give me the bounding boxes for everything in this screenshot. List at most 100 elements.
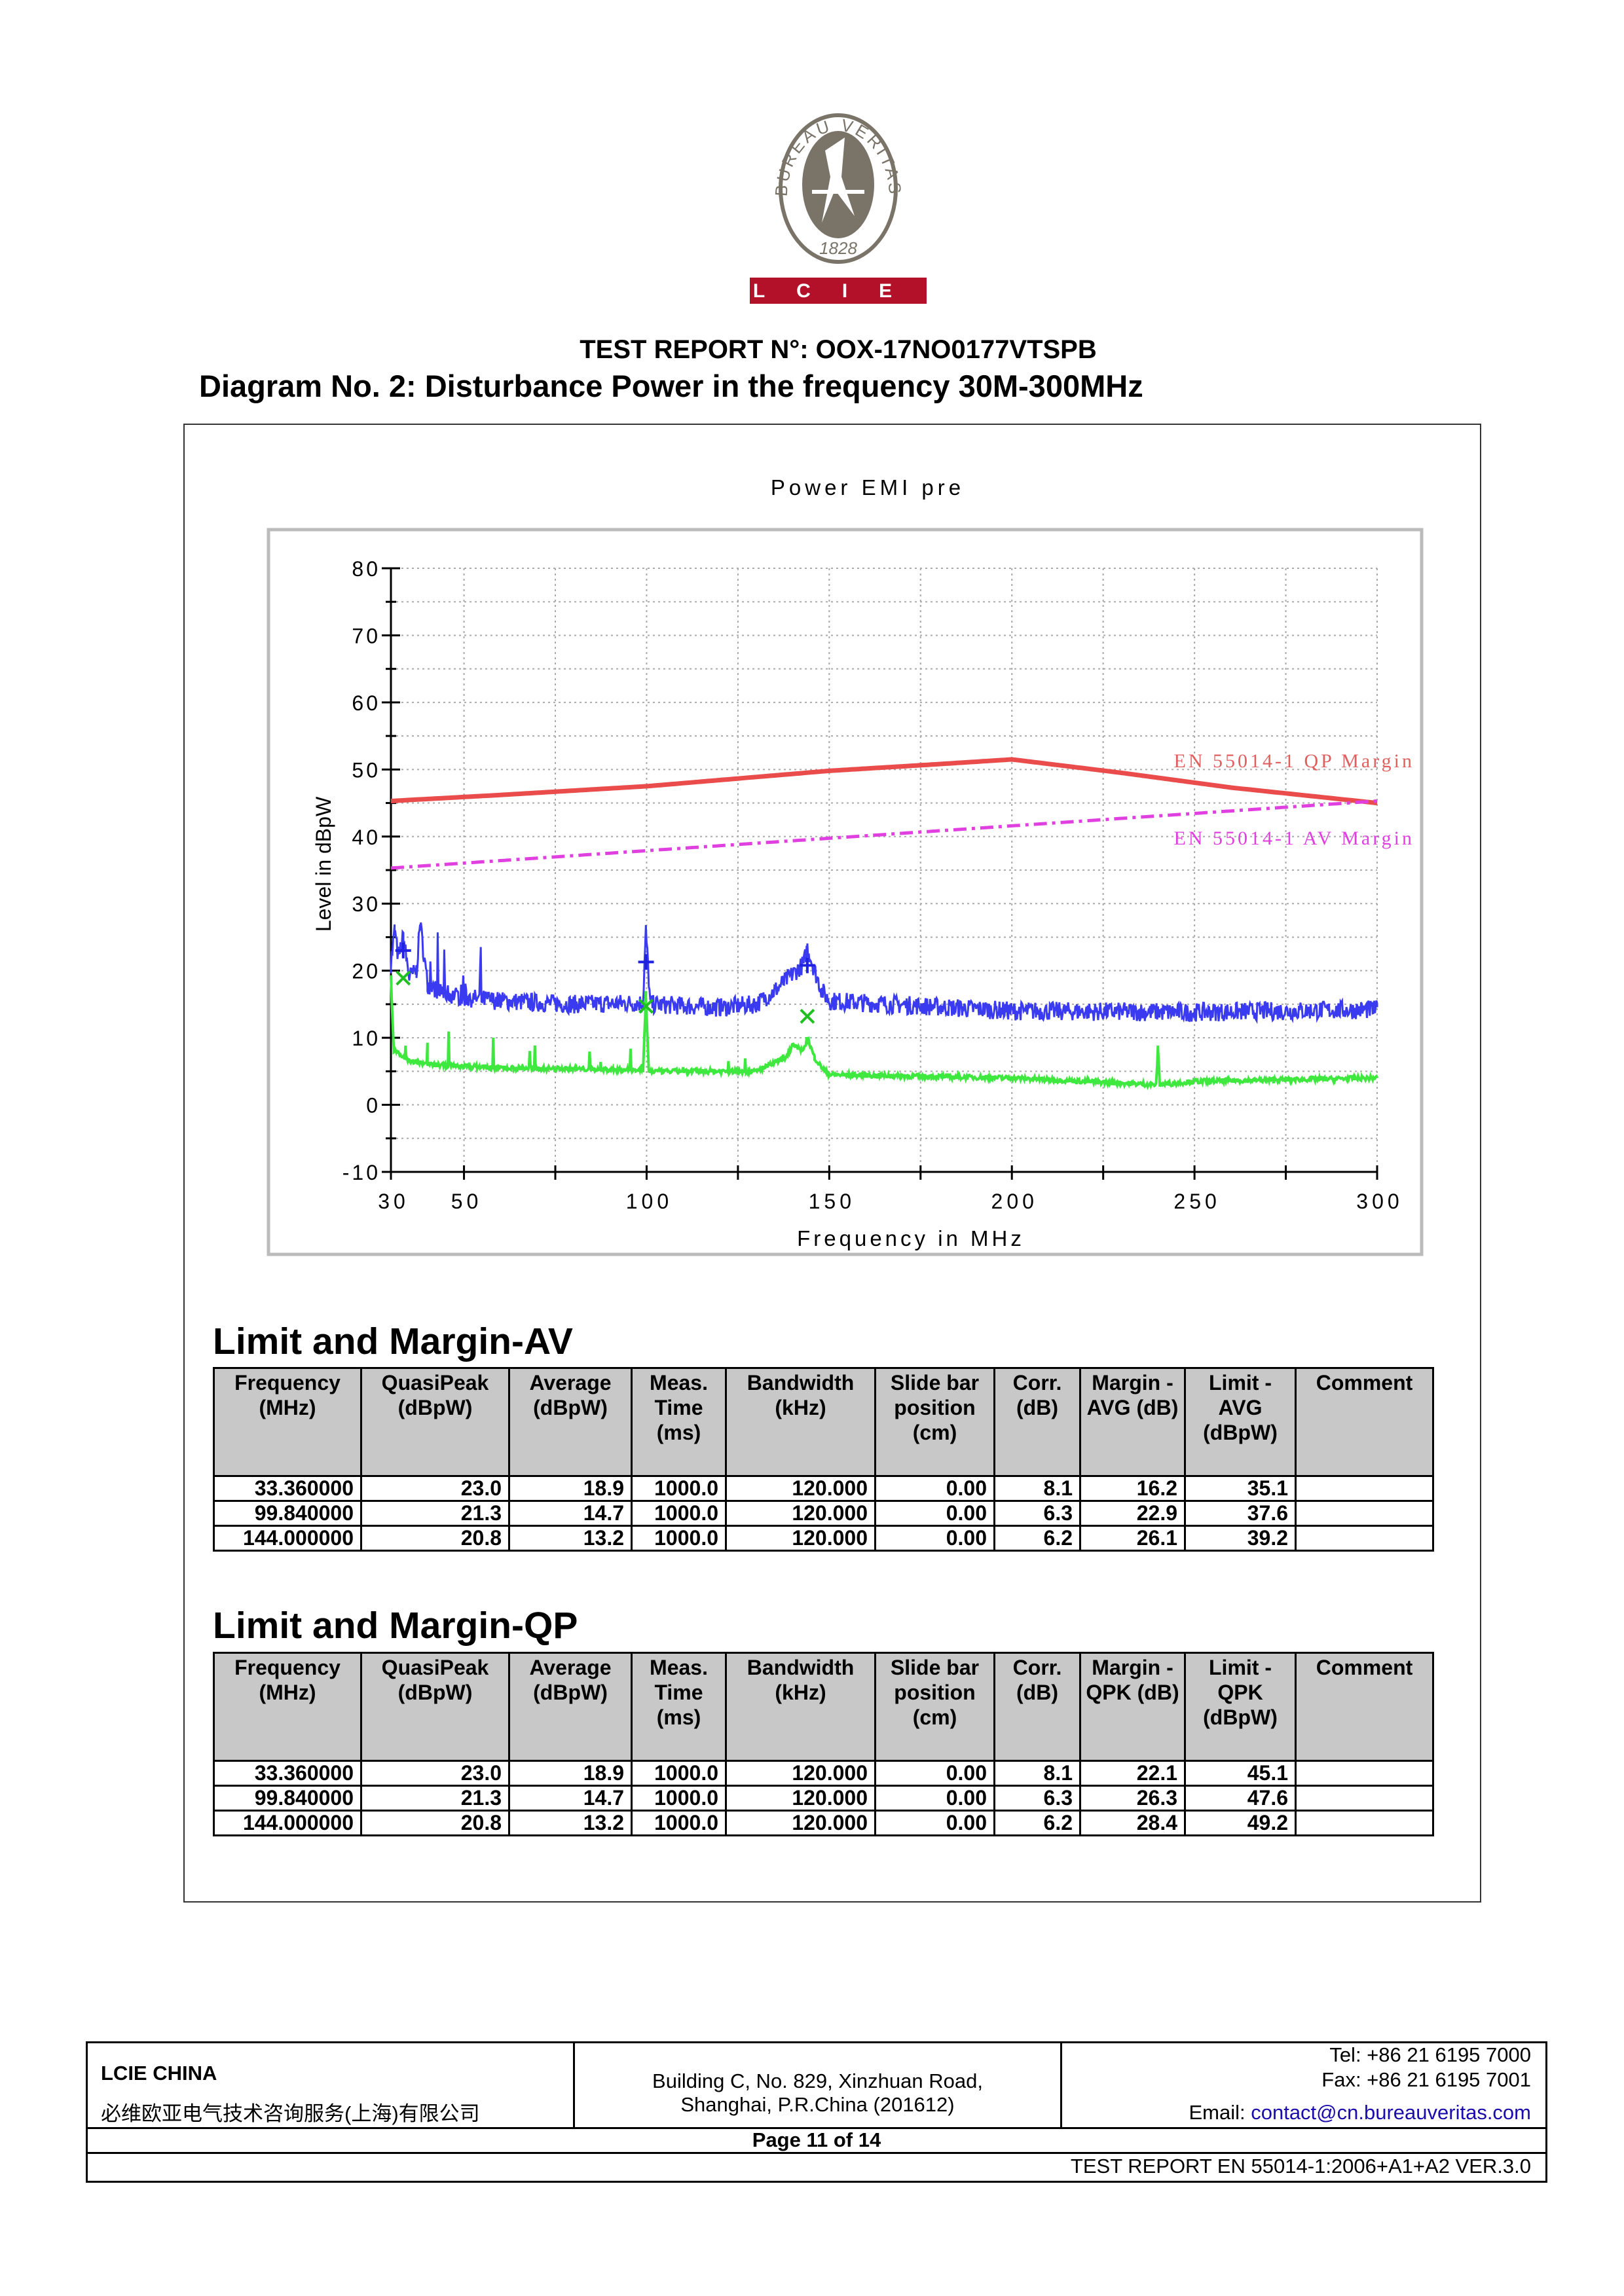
footer-fax: Fax: +86 21 6195 7001 (1321, 2068, 1531, 2091)
column-header: Margin - QPK (dB) (1079, 1652, 1186, 1762)
y-tick-label: 50 (352, 758, 380, 782)
table-row: 33.360000 23.0 18.9 1000.0 120.000 0.00 8.1 22.… (213, 1760, 1434, 1787)
table-cell: 0.00 (874, 1785, 995, 1812)
y-tick-label: 10 (352, 1027, 380, 1050)
y-tick-label: 20 (352, 960, 380, 983)
table-cell: 14.7 (508, 1500, 633, 1527)
table-cell: 144.000000 (213, 1810, 362, 1836)
table-cell: 20.8 (360, 1525, 510, 1552)
av-results-table: Frequency (MHz) QuasiPeak (dBpW) Average (… (213, 1367, 1434, 1552)
y-tick-label: 80 (352, 557, 380, 581)
footer-standard: TEST REPORT EN 55014-1:2006+A1+A2 VER.3.… (1070, 2155, 1531, 2178)
table-cell: 21.3 (360, 1785, 510, 1812)
table-cell: 6.3 (993, 1500, 1081, 1527)
chart-title: Power EMI pre (771, 475, 965, 500)
x-tick-label: 150 (809, 1190, 855, 1213)
table-cell: 1000.0 (631, 1500, 727, 1527)
table-cell: 120.000 (725, 1500, 876, 1527)
table-cell: 22.9 (1079, 1500, 1186, 1527)
table-cell: 6.2 (993, 1525, 1081, 1552)
y-tick-label: -10 (342, 1161, 380, 1184)
x-axis-label: Frequency in MHz (797, 1226, 1025, 1250)
table-cell: 1000.0 (631, 1525, 727, 1552)
table-cell: 14.7 (508, 1785, 633, 1812)
column-header: Comment (1295, 1367, 1434, 1477)
av-section-title: Limit and Margin-AV (213, 1321, 573, 1362)
table-row: 99.840000 21.3 14.7 1000.0 120.000 0.00 6.3 26.… (213, 1785, 1434, 1812)
table-cell: 39.2 (1184, 1525, 1297, 1552)
column-header: Slide bar position (cm) (874, 1367, 995, 1477)
footer-address-2: Shanghai, P.R.China (201612) (680, 2093, 955, 2116)
column-header: QuasiPeak (dBpW) (360, 1367, 510, 1477)
table-cell (1295, 1810, 1434, 1836)
series-av-limit (390, 799, 1378, 870)
table-header-row: Frequency (MHz) QuasiPeak (dBpW) Average (… (213, 1652, 1434, 1762)
report-number: TEST REPORT N°: OOX-17NO0177VTSPB (580, 335, 1097, 364)
footer-address-1: Building C, No. 829, Xinzhuan Road, (652, 2069, 983, 2092)
email-label: Email: (1189, 2101, 1251, 2124)
emi-chart: Power EMI pre -10 0 10 20 30 40 50 60 70 80 30 50 100… (267, 475, 1424, 1256)
table-row: 99.840000 21.3 14.7 1000.0 120.000 0.00 6.3 22.… (213, 1500, 1434, 1527)
footer-tel: Tel: +86 21 6195 7000 (1329, 2043, 1531, 2066)
column-header: Limit - QPK (dBpW) (1184, 1652, 1297, 1762)
qp-marker (799, 957, 815, 974)
y-axis-label: Level in dBpW (312, 796, 335, 932)
y-tick-label: 0 (366, 1094, 380, 1118)
table-cell: 13.2 (508, 1810, 633, 1836)
table-cell: 120.000 (725, 1525, 876, 1552)
table-cell: 49.2 (1184, 1810, 1297, 1836)
table-cell: 6.2 (993, 1810, 1081, 1836)
table-cell: 1000.0 (631, 1785, 727, 1812)
footer-divider (573, 2043, 575, 2129)
x-tick-label: 200 (991, 1190, 1038, 1213)
av-marker (638, 998, 654, 1014)
qp-section-title: Limit and Margin-QP (213, 1605, 578, 1647)
series-qp-limit (390, 757, 1378, 806)
table-cell: 18.9 (508, 1760, 633, 1787)
legend-av-label: EN 55014-1 AV Margin (1173, 828, 1414, 849)
x-tick-label: 100 (626, 1190, 673, 1213)
table-cell: 37.6 (1184, 1500, 1297, 1527)
qp-marker (638, 954, 654, 970)
column-header: Corr. (dB) (993, 1652, 1081, 1762)
table-cell: 23.0 (360, 1760, 510, 1787)
column-header: Meas. Time (ms) (631, 1652, 727, 1762)
table-row: 33.360000 23.0 18.9 1000.0 120.000 0.00 8.1 16.… (213, 1475, 1434, 1502)
svg-text:LCIE: LCIE (753, 280, 923, 302)
table-cell: 28.4 (1079, 1810, 1186, 1836)
table-cell: 0.00 (874, 1500, 995, 1527)
page-number: Page 11 of 14 (752, 2128, 881, 2151)
diagram-frame (183, 424, 1481, 1903)
column-header: Bandwidth (kHz) (725, 1367, 876, 1477)
table-cell (1295, 1760, 1434, 1787)
series-average (390, 975, 1378, 1091)
qp-marker (395, 942, 411, 958)
table-cell: 8.1 (993, 1760, 1081, 1787)
email-link[interactable]: contact@cn.bureauveritas.com (1251, 2101, 1531, 2124)
footer-divider (88, 2152, 1545, 2154)
column-header: Average (dBpW) (508, 1652, 633, 1762)
table-cell: 0.00 (874, 1525, 995, 1552)
column-header: Meas. Time (ms) (631, 1367, 727, 1477)
table-header-row: Frequency (MHz) QuasiPeak (dBpW) Average (… (213, 1367, 1434, 1477)
x-tick-label: 250 (1173, 1190, 1220, 1213)
column-header: Frequency (MHz) (213, 1367, 362, 1477)
svg-text:1828: 1828 (819, 238, 857, 258)
table-cell: 13.2 (508, 1525, 633, 1552)
av-marker (396, 970, 411, 986)
table-cell: 99.840000 (213, 1785, 362, 1812)
diagram-title: Diagram No. 2: Disturbance Power in the … (199, 369, 1143, 403)
table-cell: 22.1 (1079, 1760, 1186, 1787)
table-cell: 23.0 (360, 1475, 510, 1502)
table-cell: 35.1 (1184, 1475, 1297, 1502)
column-header: Average (dBpW) (508, 1367, 633, 1477)
y-tick-label: 70 (352, 624, 380, 647)
chart-frame (267, 528, 1424, 1256)
legend-qp-label: EN 55014-1 QP Margin (1174, 750, 1415, 772)
column-header: Corr. (dB) (993, 1367, 1081, 1477)
table-cell: 0.00 (874, 1810, 995, 1836)
table-cell: 45.1 (1184, 1760, 1297, 1787)
table-row: 144.000000 20.8 13.2 1000.0 120.000 0.00 6.2 26… (213, 1525, 1434, 1552)
column-header: Comment (1295, 1652, 1434, 1762)
column-header: Limit - AVG (dBpW) (1184, 1367, 1297, 1477)
